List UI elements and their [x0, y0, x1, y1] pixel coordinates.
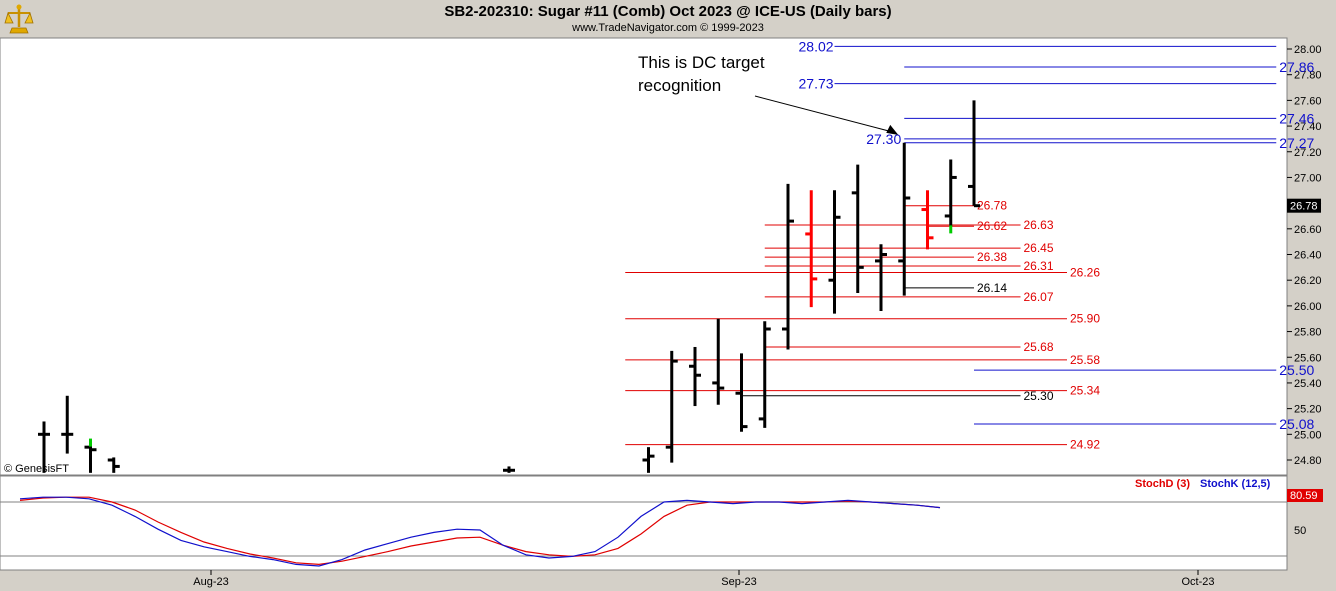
level-label: 25.34 — [1070, 384, 1100, 398]
legend-stochk: StochK (12,5) — [1200, 478, 1271, 490]
level-label: 26.07 — [1024, 290, 1054, 304]
level-label: 25.08 — [1279, 416, 1314, 432]
stoch-tick-label: 50 — [1294, 525, 1306, 537]
price-tick-label: 26.00 — [1294, 301, 1322, 313]
price-tick-label: 27.60 — [1294, 95, 1322, 107]
price-axis: 28.0027.8027.6027.4027.2027.0026.8026.60… — [1287, 44, 1322, 467]
annotation-arrow-line — [754, 95, 893, 133]
annotation-arrow-head — [886, 124, 899, 135]
date-tick-label: Aug-23 — [193, 576, 228, 588]
level-label: 25.90 — [1070, 312, 1100, 326]
price-bars — [38, 100, 980, 473]
level-label: 25.30 — [1024, 389, 1054, 403]
price-panel — [0, 37, 1288, 476]
chart-subtitle: www.TradeNavigator.com © 1999-2023 — [572, 22, 764, 34]
date-axis: Aug-23 Sep-23 Oct-23 — [193, 570, 1215, 588]
watermark: © GenesisFT — [4, 463, 69, 475]
level-label: 27.30 — [866, 131, 901, 147]
annotation-text: This is DC target — [638, 53, 765, 72]
level-label: 26.14 — [977, 281, 1007, 295]
level-label: 27.27 — [1279, 135, 1314, 151]
level-label: 26.62 — [977, 219, 1007, 233]
levels: 28.02 27.86 27.73 27.46 27.30 27.27 26.78 26.63… — [625, 38, 1314, 452]
last-price-value: 26.78 — [1290, 201, 1318, 213]
level-label: 26.45 — [1024, 241, 1054, 255]
level-label: 26.38 — [977, 250, 1007, 264]
level-label: 26.63 — [1024, 218, 1054, 232]
price-tick-label: 27.80 — [1294, 70, 1322, 82]
level-label: 26.78 — [977, 199, 1007, 213]
date-tick-label: Sep-23 — [721, 576, 756, 588]
price-tick-label: 25.80 — [1294, 327, 1322, 339]
price-tick-label: 27.20 — [1294, 147, 1322, 159]
level-label: 24.92 — [1070, 438, 1100, 452]
stoch-last-value: 80.59 — [1290, 490, 1318, 502]
date-tick-label: Oct-23 — [1181, 576, 1214, 588]
price-tick-label: 26.20 — [1294, 275, 1322, 287]
level-label: 27.86 — [1279, 59, 1314, 75]
title-bar — [0, 0, 1336, 37]
stochastic-lines — [19, 496, 941, 567]
annotation-text: recognition — [638, 76, 721, 95]
level-label: 25.58 — [1070, 353, 1100, 367]
price-tick-label: 27.40 — [1294, 121, 1322, 133]
price-tick-label: 26.40 — [1294, 250, 1322, 262]
level-label: 25.50 — [1279, 362, 1314, 378]
legend-stochd: StochD (3) — [1135, 478, 1190, 490]
last-price-badge: 26.78 — [1287, 198, 1321, 213]
level-label: 27.46 — [1279, 110, 1314, 126]
price-tick-label: 26.60 — [1294, 224, 1322, 236]
stochastic-panel — [0, 475, 1288, 571]
price-tick-label: 25.20 — [1294, 404, 1322, 416]
chart-title: SB2-202310: Sugar #11 (Comb) Oct 2023 @ … — [444, 3, 892, 20]
price-tick-label: 25.40 — [1294, 378, 1322, 390]
price-tick-label: 27.00 — [1294, 172, 1322, 184]
price-tick-label: 25.00 — [1294, 429, 1322, 441]
gold-scales-logo-icon — [4, 4, 34, 34]
last-price-box — [1287, 198, 1321, 213]
price-tick-label: 25.60 — [1294, 352, 1322, 364]
level-label: 28.02 — [799, 38, 834, 54]
level-label: 27.73 — [799, 76, 834, 92]
level-label: 26.31 — [1024, 259, 1054, 273]
annotation: This is DC target recognition — [638, 53, 899, 135]
stochastic-series-k — [19, 496, 941, 567]
stoch-last-value-badge — [1287, 489, 1323, 502]
price-tick-label: 24.80 — [1294, 455, 1322, 467]
price-tick-label: 28.00 — [1294, 44, 1322, 56]
level-label: 25.68 — [1024, 340, 1054, 354]
level-label: 26.26 — [1070, 265, 1100, 279]
